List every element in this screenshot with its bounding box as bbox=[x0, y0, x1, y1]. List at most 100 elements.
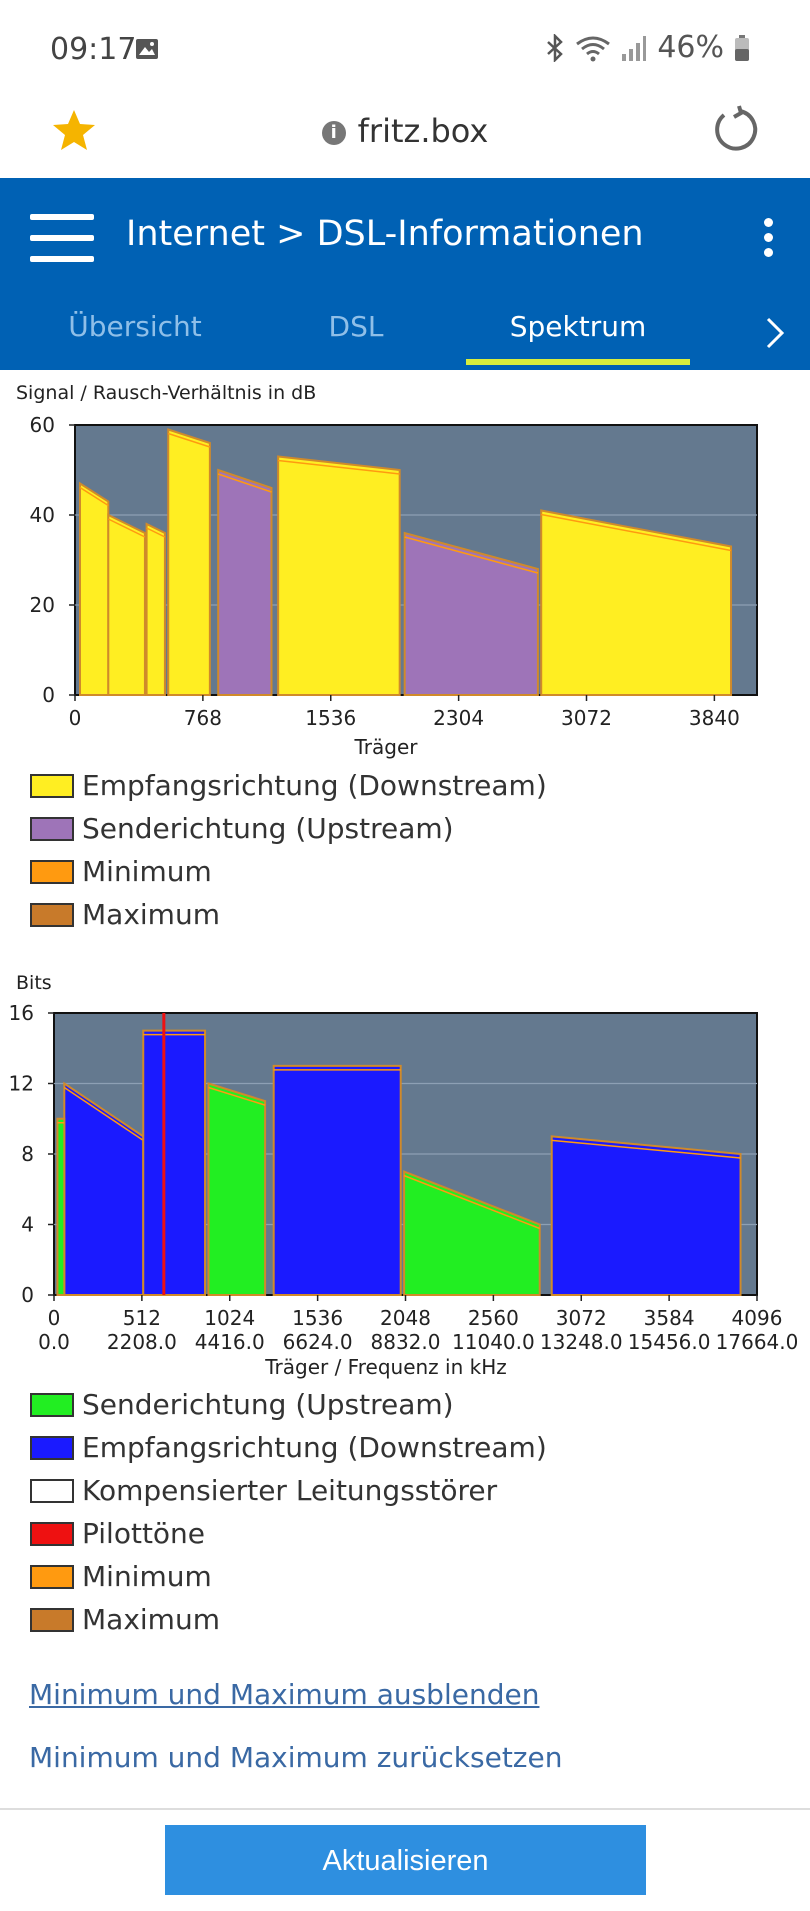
minimum-line bbox=[403, 1174, 540, 1230]
x-tick-label: 3584 bbox=[644, 1306, 695, 1330]
legend-label: Maximum bbox=[82, 898, 220, 931]
legend-label: Senderichtung (Upstream) bbox=[82, 1388, 454, 1421]
snr-legend: Empfangsrichtung (Downstream) Sendericht… bbox=[30, 764, 547, 936]
x-tick-label: 0 bbox=[48, 1306, 61, 1330]
legend-item: Minimum bbox=[30, 850, 547, 893]
series-area bbox=[142, 1029, 207, 1296]
x-tick-label: 4096 bbox=[732, 1306, 783, 1330]
breadcrumb-separator: > bbox=[276, 214, 306, 254]
x-tick-freq-label: 4416.0 bbox=[195, 1330, 265, 1354]
legend-swatch bbox=[30, 1392, 74, 1417]
legend-swatch bbox=[30, 859, 74, 884]
legend-swatch bbox=[30, 1521, 74, 1546]
legend-swatch bbox=[30, 902, 74, 927]
tab-spectrum[interactable]: Spektrum bbox=[509, 310, 647, 343]
x-tick-label: 1536 bbox=[305, 706, 356, 730]
legend-swatch bbox=[30, 816, 74, 841]
y-tick-label: 60 bbox=[30, 413, 55, 437]
legend-label: Minimum bbox=[82, 855, 212, 888]
x-tick-label: 3072 bbox=[561, 706, 612, 730]
legend-item: Empfangsrichtung (Downstream) bbox=[30, 764, 547, 807]
minimum-line bbox=[168, 432, 211, 448]
x-tick-label: 1536 bbox=[292, 1306, 343, 1330]
bookmark-star-icon[interactable] bbox=[52, 108, 96, 152]
legend-item: Minimum bbox=[30, 1555, 547, 1598]
gallery-icon bbox=[136, 39, 158, 59]
tab-overview[interactable]: Übersicht bbox=[68, 310, 202, 343]
snr-chart-title: Signal / Rausch-Verhältnis in dB bbox=[16, 382, 317, 404]
refresh-button[interactable]: Aktualisieren bbox=[165, 1825, 646, 1895]
y-tick-label: 12 bbox=[9, 1072, 34, 1096]
legend-label: Maximum bbox=[82, 1603, 220, 1636]
minimum-line bbox=[278, 459, 400, 475]
legend-item: Kompensierter Leitungsstörer bbox=[30, 1469, 547, 1512]
battery-percent: 46% bbox=[657, 30, 724, 65]
more-options-icon[interactable] bbox=[764, 218, 776, 258]
series-area bbox=[56, 1117, 66, 1296]
reload-icon[interactable] bbox=[710, 105, 758, 153]
legend-swatch bbox=[30, 1564, 74, 1589]
minimum-line bbox=[404, 536, 539, 574]
x-tick-label: 2048 bbox=[380, 1306, 431, 1330]
series-area bbox=[403, 531, 539, 696]
site-info-icon[interactable]: i bbox=[321, 121, 346, 145]
y-tick-label: 0 bbox=[21, 1283, 34, 1307]
battery-icon bbox=[735, 34, 749, 61]
chevron-right-icon[interactable] bbox=[765, 316, 785, 350]
x-tick-label: 2560 bbox=[468, 1306, 519, 1330]
bluetooth-icon bbox=[547, 33, 564, 62]
series-area bbox=[145, 522, 166, 696]
series-area bbox=[107, 513, 146, 696]
legend-item: Maximum bbox=[30, 893, 547, 936]
legend-label: Pilottöne bbox=[82, 1517, 206, 1550]
series-area bbox=[207, 1082, 267, 1296]
hide-minmax-link[interactable]: Minimum und Maximum ausblenden bbox=[29, 1678, 540, 1711]
series-area bbox=[277, 455, 401, 696]
legend-item: Empfangsrichtung (Downstream) bbox=[30, 1426, 547, 1469]
app-header bbox=[0, 178, 810, 370]
x-tick-label: 768 bbox=[184, 706, 222, 730]
minimum-line bbox=[541, 513, 732, 552]
x-tick-freq-label: 0.0 bbox=[38, 1330, 70, 1354]
series-area bbox=[78, 481, 110, 696]
x-tick-freq-label: 13248.0 bbox=[540, 1330, 623, 1354]
series-area bbox=[403, 1170, 541, 1296]
breadcrumb-page: DSL-Informationen bbox=[316, 214, 644, 254]
status-icons: 46% bbox=[545, 30, 750, 65]
y-tick-label: 20 bbox=[30, 593, 55, 617]
minimum-line bbox=[107, 518, 146, 538]
y-tick-label: 40 bbox=[30, 503, 55, 527]
x-tick-freq-label: 11040.0 bbox=[452, 1330, 535, 1354]
x-tick-freq-label: 17664.0 bbox=[716, 1330, 799, 1354]
series-area bbox=[272, 1064, 402, 1296]
x-tick-freq-label: 15456.0 bbox=[628, 1330, 711, 1354]
bottom-divider bbox=[0, 1808, 810, 1810]
x-tick-label: 512 bbox=[123, 1306, 161, 1330]
tab-dsl[interactable]: DSL bbox=[328, 310, 384, 343]
x-tick-label: 1024 bbox=[204, 1306, 255, 1330]
minimum-line bbox=[208, 1086, 266, 1106]
series-area bbox=[540, 509, 733, 696]
legend-swatch bbox=[30, 773, 74, 798]
url-field[interactable]: i fritz.box bbox=[0, 112, 810, 150]
series-area bbox=[217, 468, 273, 696]
signal-icon bbox=[622, 35, 647, 61]
legend-item: Senderichtung (Upstream) bbox=[30, 1383, 547, 1426]
browser-url-bar bbox=[0, 100, 810, 178]
legend-label: Minimum bbox=[82, 1560, 212, 1593]
legend-swatch bbox=[30, 1478, 74, 1503]
y-tick-label: 16 bbox=[9, 1001, 34, 1025]
menu-icon[interactable] bbox=[30, 214, 94, 262]
x-tick-freq-label: 8832.0 bbox=[371, 1330, 441, 1354]
legend-swatch bbox=[30, 1435, 74, 1460]
reset-minmax-link[interactable]: Minimum und Maximum zurücksetzen bbox=[29, 1741, 563, 1774]
x-tick-freq-label: 6624.0 bbox=[283, 1330, 353, 1354]
y-tick-label: 0 bbox=[42, 683, 55, 707]
snr-chart: 60 40 20 0 0 768 1536 2304 3072 3840 Träger bbox=[30, 413, 758, 759]
x-tick-freq-label: 2208.0 bbox=[107, 1330, 177, 1354]
legend-label: Kompensierter Leitungsstörer bbox=[82, 1474, 498, 1507]
series-area bbox=[550, 1135, 742, 1296]
snr-x-axis-label: Träger bbox=[354, 735, 419, 759]
wifi-icon bbox=[576, 36, 611, 61]
breadcrumb-section[interactable]: Internet bbox=[126, 214, 265, 254]
